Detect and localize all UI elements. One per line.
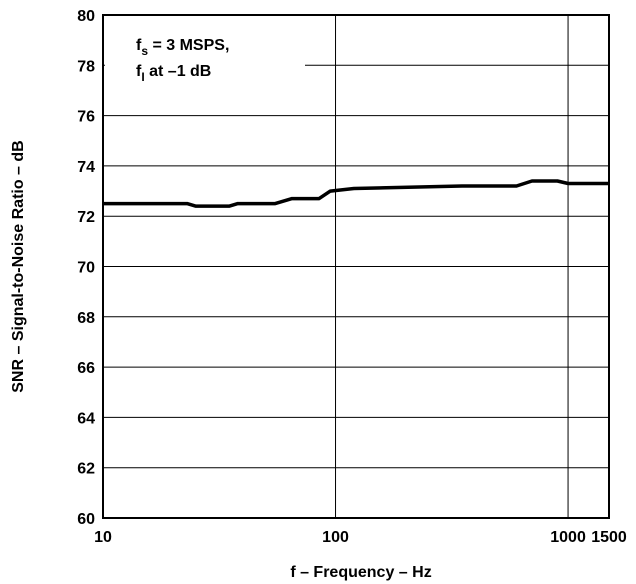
y-axis-title: SNR – Signal-to-Noise Ratio – dB: [10, 140, 27, 392]
y-tick-label: 78: [77, 58, 95, 75]
x-tick-label: 100: [322, 529, 349, 546]
annotation-sampling-rate: fs = 3 MSPS,: [136, 37, 229, 58]
plot-frame: [102, 14, 610, 519]
y-tick-label: 72: [77, 209, 95, 226]
y-tick-label: 76: [77, 109, 95, 126]
y-tick-label: 62: [77, 461, 95, 478]
tick-labels: 60 62 64 66 68 70 72 74 76 78 80 10 100 1000 1500: [77, 8, 627, 546]
y-tick-label: 80: [77, 8, 95, 25]
annotation-line1-subscript: s: [141, 44, 148, 58]
annotation-line2-base: f: [136, 63, 142, 80]
x-tick-label: 10: [94, 529, 112, 546]
y-tick-label: 66: [77, 360, 95, 377]
annotation-line2-rest: at –1 dB: [145, 63, 212, 80]
y-tick-label: 64: [77, 410, 95, 427]
snr-series-line: [103, 179, 609, 208]
y-tick-label: 70: [77, 260, 95, 277]
y-tick-label: 60: [77, 511, 95, 528]
annotation-line2-subscript: I: [141, 70, 144, 84]
x-axis-title: f – Frequency – Hz: [290, 564, 431, 581]
annotation-line1-rest: = 3 MSPS,: [148, 37, 229, 54]
y-tick-label: 74: [77, 159, 95, 176]
grid-lines: [103, 15, 609, 518]
y-tick-label: 68: [77, 310, 95, 327]
annotation-input-level: fI at –1 dB: [136, 63, 211, 84]
annotation-line1-base: f: [136, 37, 142, 54]
x-tick-label: 1500: [591, 529, 627, 546]
x-tick-label: 1000: [550, 529, 586, 546]
annotation-background: [105, 17, 305, 92]
